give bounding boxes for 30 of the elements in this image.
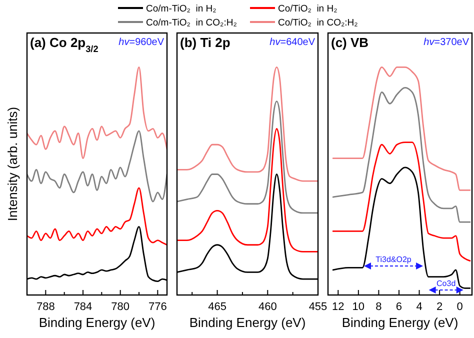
x-tick-label: 776 (148, 301, 167, 313)
x-tick-label: 2 (436, 301, 443, 313)
x-axis-title: Binding Energy (eV) (189, 315, 306, 330)
x-axis-title: Binding Energy (eV) (38, 315, 156, 330)
chart-title: (c) VB (331, 35, 369, 50)
x-tick-label: 6 (396, 301, 402, 313)
x-tick-label: 784 (74, 301, 92, 313)
y-axis-title: Intensity (arb. units) (5, 106, 20, 222)
x-tick-label: 10 (352, 301, 365, 313)
x-tick-label: 0 (456, 301, 463, 313)
annotation: Co3d (436, 279, 456, 288)
x-tick-label: 455 (308, 301, 328, 313)
text: hv=640eV (270, 37, 316, 48)
chart-title: (b) Ti 2p (180, 35, 230, 50)
x-tick-label: 12 (332, 301, 344, 313)
text: hv=960eV (118, 37, 164, 48)
x-tick-label: 8 (376, 301, 382, 313)
x-tick-label: 780 (111, 301, 130, 313)
legend-label: Co/m-TiO₂ in CO₂:H₂ (146, 18, 238, 28)
x-tick-label: 465 (208, 301, 226, 313)
text: hv=370eV (424, 37, 470, 48)
legend-label: Co/TiO₂ in CO₂:H₂ (278, 18, 358, 28)
chart-title: (a) Co 2p$_{3/2}$ (30, 35, 98, 54)
x-tick-label: 788 (36, 301, 55, 313)
x-axis-title: Binding Energy (eV) (342, 315, 458, 330)
x-tick-label: 460 (258, 301, 277, 313)
legend-label: Co/m-TiO₂ in H₂ (146, 4, 217, 14)
x-tick-label: 4 (416, 301, 422, 313)
legend-label: Co/TiO₂ in H₂ (278, 4, 338, 14)
annotation: Ti3d&O2p (376, 255, 412, 264)
